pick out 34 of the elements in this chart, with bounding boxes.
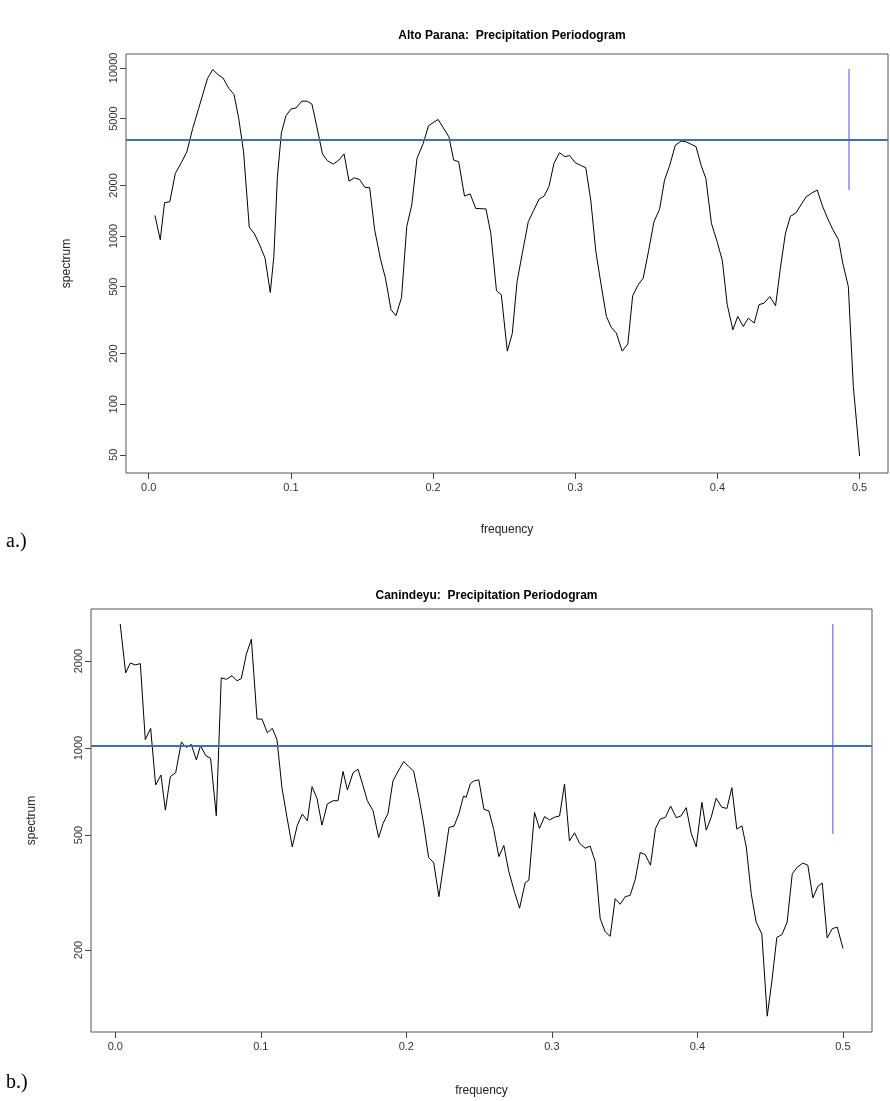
y-tick-label: 500 — [106, 277, 119, 296]
x-axis-title: frequency — [455, 1083, 508, 1097]
x-tick-label: 0.1 — [253, 1039, 269, 1052]
line-series — [154, 69, 861, 457]
x-tick-label: 0.0 — [141, 480, 157, 493]
x-axis-title: frequency — [480, 522, 534, 536]
text: a.) — [6, 529, 27, 552]
x-tick-label: 0.3 — [544, 1039, 560, 1052]
chart-title: Alto Parana: Precipitation Periodogram — [398, 28, 626, 42]
x-tick-label: 0.2 — [425, 480, 441, 493]
y-tick-label: 1000 — [106, 223, 119, 249]
y-axis-title: spectrum — [59, 238, 73, 289]
x-tick-label: 0.5 — [835, 1039, 851, 1052]
y-tick-label: 1000 — [71, 735, 84, 761]
y-tick-label: 2000 — [106, 173, 119, 198]
y-axis-title: spectrum — [24, 795, 38, 846]
x-tick-label: 0.5 — [851, 480, 868, 493]
x-tick-label: 0.0 — [107, 1039, 123, 1052]
y-tick-label: 500 — [71, 825, 84, 845]
x-tick-label: 0.4 — [709, 480, 726, 493]
y-tick-label: 100 — [106, 395, 119, 414]
y-tick-label: 50 — [106, 448, 119, 461]
y-tick-label: 5000 — [106, 106, 119, 131]
y-tick-label: 200 — [106, 344, 119, 363]
y-tick-label: 200 — [71, 940, 84, 960]
y-tick-label: 2000 — [71, 648, 84, 674]
text: b.) — [6, 1070, 28, 1093]
x-tick-label: 0.1 — [283, 480, 299, 493]
x-tick-label: 0.3 — [567, 480, 583, 493]
x-tick-label: 0.2 — [398, 1039, 414, 1052]
x-tick-label: 0.4 — [689, 1039, 706, 1052]
y-tick-label: 10000 — [106, 52, 119, 84]
line-series — [119, 623, 844, 1017]
chart-title: Canindeyu: Precipitation Periodogram — [375, 588, 598, 602]
